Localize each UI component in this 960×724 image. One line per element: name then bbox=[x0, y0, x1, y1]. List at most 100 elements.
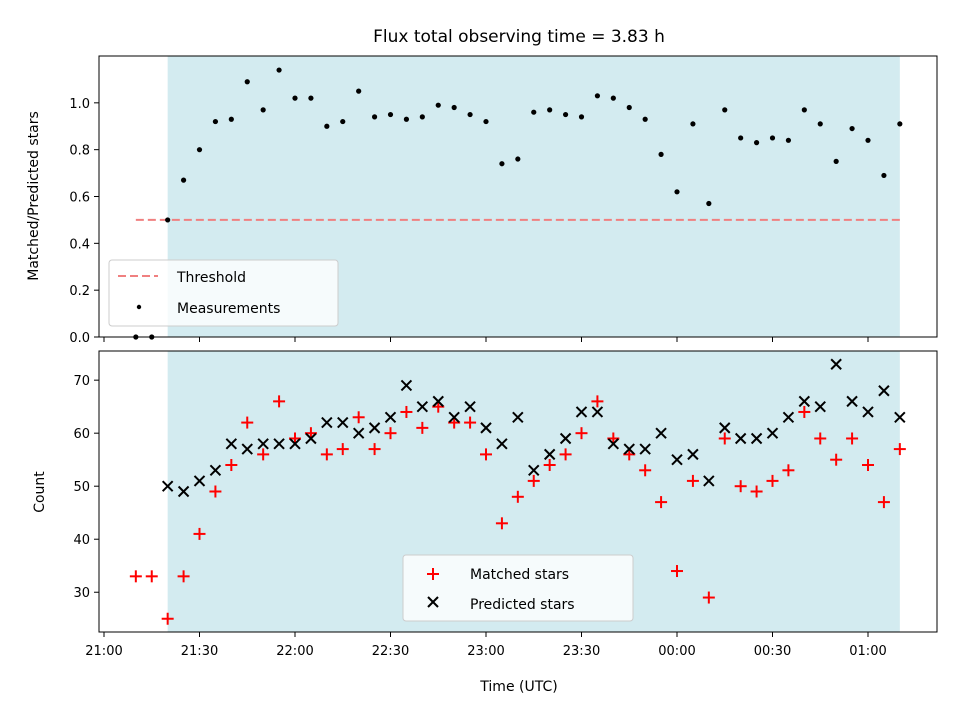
predicted-star-point bbox=[623, 443, 635, 455]
predicted-star-point bbox=[894, 411, 906, 423]
matched-star-point bbox=[893, 443, 906, 456]
top-x-ticks bbox=[103, 337, 869, 342]
bot-y-tick-label: 50 bbox=[73, 480, 90, 495]
measurement-point bbox=[387, 111, 394, 118]
measurement-point bbox=[531, 109, 537, 115]
measurement-point bbox=[499, 161, 505, 167]
bot-y-tick-label: 70 bbox=[73, 374, 90, 389]
legend-predicted-label: Predicted stars bbox=[470, 597, 575, 613]
predicted-star-point bbox=[480, 422, 492, 434]
top-panel: 0.0 0.2 0.4 0.6 0.8 1.0 Matched/Predicted sta… bbox=[26, 55, 938, 346]
top-legend: Threshold Measurements bbox=[108, 259, 339, 327]
x-tick-label: 21:00 bbox=[85, 644, 122, 659]
predicted-star-point bbox=[416, 400, 429, 413]
measurement-point bbox=[658, 151, 664, 157]
predicted-star-point bbox=[209, 464, 222, 476]
measurement-point bbox=[738, 135, 744, 141]
measurement-point bbox=[356, 88, 362, 94]
x-tick-label: 21:30 bbox=[181, 644, 218, 659]
predicted-star-point bbox=[655, 427, 667, 439]
measurement-point bbox=[690, 121, 696, 127]
x-tick-label: 01:00 bbox=[849, 644, 886, 659]
measurement-point bbox=[228, 116, 234, 122]
top-y-tick-label: 0.0 bbox=[69, 331, 90, 346]
predicted-star-point bbox=[512, 411, 524, 423]
bottom-panel: 30 40 50 60 70 21:00 21:30 22:00 22:30 23:00 23:3… bbox=[32, 350, 938, 695]
matched-star-point bbox=[830, 453, 843, 466]
predicted-star-point bbox=[671, 453, 683, 466]
measurement-point bbox=[276, 67, 282, 73]
predicted-star-point bbox=[639, 443, 651, 455]
matched-star-point bbox=[718, 432, 731, 445]
legend-measurements-label: Measurements bbox=[177, 301, 280, 317]
measurement-point bbox=[626, 104, 632, 111]
measurement-point bbox=[403, 116, 410, 122]
measurement-point bbox=[674, 189, 680, 195]
predicted-star-point bbox=[496, 438, 508, 450]
measurement-point bbox=[722, 107, 728, 113]
legend-predicted-swatch bbox=[427, 596, 439, 608]
predicted-star-point bbox=[719, 422, 731, 434]
matched-star-point bbox=[798, 405, 811, 418]
predicted-star-point bbox=[575, 406, 588, 418]
x-tick-label: 22:30 bbox=[372, 644, 409, 659]
legend-matched-swatch bbox=[427, 568, 439, 580]
matched-star-point bbox=[702, 591, 715, 604]
predicted-star-point bbox=[400, 379, 413, 392]
measurement-point bbox=[451, 104, 457, 111]
matched-star-point bbox=[273, 395, 286, 408]
predicted-star-point bbox=[591, 406, 604, 418]
predicted-star-point bbox=[830, 358, 842, 370]
x-tick-label: 00:00 bbox=[658, 644, 695, 659]
predicted-star-point bbox=[846, 395, 858, 408]
legend-matched-label: Matched stars bbox=[470, 567, 569, 583]
bottom-x-ticks: 21:00 21:30 22:00 22:30 23:00 23:30 00:00 00:30… bbox=[85, 632, 887, 659]
top-y-tick-label: 1.0 bbox=[69, 97, 90, 112]
x-tick-label: 00:30 bbox=[754, 644, 791, 659]
predicted-star-point bbox=[543, 448, 556, 461]
matched-star-point bbox=[241, 416, 254, 429]
predicted-star-point bbox=[289, 438, 301, 450]
predicted-star-point bbox=[432, 395, 444, 408]
measurement-point bbox=[817, 121, 823, 127]
top-y-tick-label: 0.2 bbox=[69, 284, 90, 299]
predicted-star-point bbox=[734, 432, 747, 445]
predicted-star-point bbox=[193, 475, 206, 487]
matched-star-point bbox=[814, 432, 827, 445]
top-y-axis-label: Matched/Predicted stars bbox=[26, 111, 42, 281]
predicted-star-point bbox=[814, 400, 826, 413]
measurement-point bbox=[308, 95, 314, 101]
matched-star-point bbox=[575, 427, 588, 440]
matched-star-point bbox=[591, 395, 604, 408]
predicted-star-point bbox=[177, 485, 190, 498]
matched-star-point bbox=[543, 458, 556, 471]
bottom-y-axis-label: Count bbox=[32, 471, 48, 513]
predicted-star-point bbox=[241, 443, 253, 455]
matched-star-point bbox=[846, 432, 859, 445]
predicted-star-point bbox=[464, 400, 476, 413]
measurement-point bbox=[244, 79, 250, 85]
measurement-point bbox=[212, 118, 219, 125]
bot-y-tick-label: 40 bbox=[73, 533, 90, 548]
measurement-point bbox=[547, 107, 553, 113]
measurement-point bbox=[801, 107, 807, 113]
measurement-point bbox=[897, 121, 903, 127]
measurement-point bbox=[785, 137, 792, 143]
measurement-point bbox=[292, 95, 298, 101]
matched-star-point bbox=[559, 448, 572, 461]
measurement-point bbox=[562, 111, 569, 118]
matched-star-point bbox=[400, 405, 413, 418]
predicted-star-point bbox=[750, 432, 763, 445]
predicted-star-point bbox=[305, 432, 317, 445]
bottom-legend-box bbox=[402, 554, 634, 622]
predicted-star-point bbox=[161, 480, 174, 492]
measurement-point bbox=[515, 156, 521, 162]
predicted-star-point bbox=[703, 475, 715, 487]
predicted-star-point bbox=[878, 385, 890, 397]
bottom-legend: Matched stars Predicted stars bbox=[402, 554, 634, 622]
top-y-tick-label: 0.6 bbox=[69, 191, 90, 206]
top-y-ticks: 0.0 0.2 0.4 0.6 0.8 1.0 bbox=[69, 97, 99, 346]
predicted-star-point bbox=[352, 427, 365, 439]
x-tick-label: 23:00 bbox=[467, 644, 504, 659]
